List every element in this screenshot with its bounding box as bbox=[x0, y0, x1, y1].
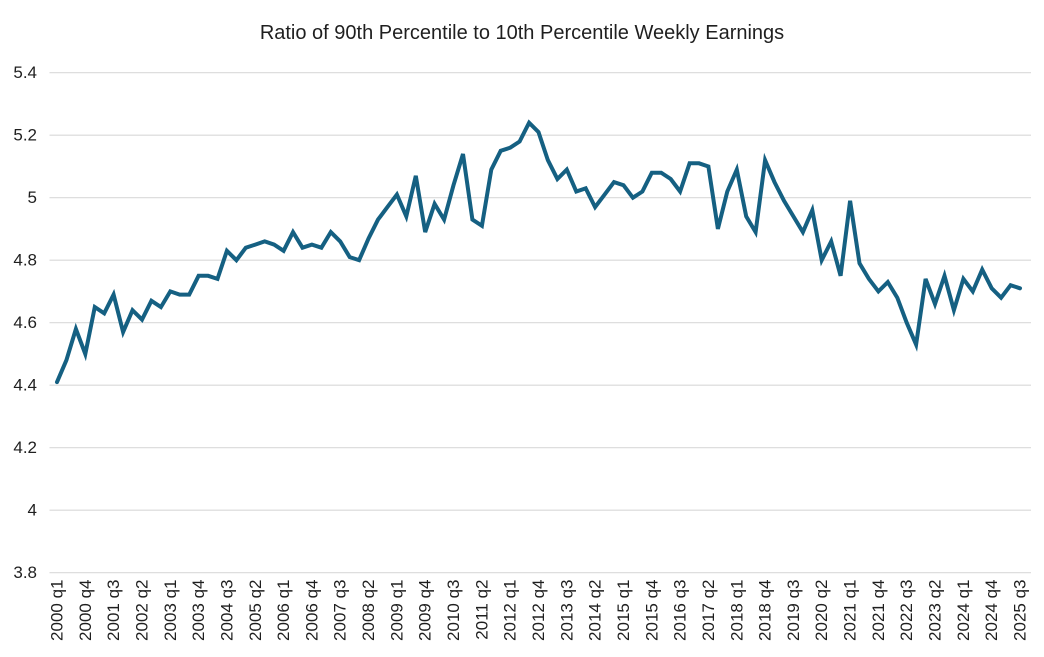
x-tick-label: 2018 q1 bbox=[727, 580, 746, 641]
y-tick-label: 4.8 bbox=[13, 251, 37, 270]
y-tick-label: 4 bbox=[28, 501, 37, 520]
x-tick-label: 2022 q3 bbox=[897, 580, 916, 641]
x-tick-label: 2024 q1 bbox=[954, 580, 973, 641]
x-tick-label: 2021 q1 bbox=[841, 580, 860, 641]
x-tick-label: 2018 q4 bbox=[756, 580, 775, 641]
y-tick-label: 4.6 bbox=[13, 313, 37, 332]
x-tick-label: 2015 q1 bbox=[614, 580, 633, 641]
y-tick-label: 5 bbox=[28, 188, 37, 207]
earnings-ratio-series-line bbox=[55, 119, 1022, 385]
x-tick-label: 2013 q3 bbox=[557, 580, 576, 641]
y-axis-tick-labels: 5.4 5.2 5 4.8 4.6 4.4 4.2 4 3.8 bbox=[13, 63, 37, 582]
x-tick-label: 2009 q4 bbox=[416, 580, 435, 641]
y-tick-label: 4.2 bbox=[13, 438, 37, 457]
x-tick-label: 2017 q2 bbox=[699, 580, 718, 641]
x-tick-label: 2015 q4 bbox=[642, 580, 661, 641]
y-tick-label: 3.8 bbox=[13, 563, 37, 582]
x-tick-label: 2016 q3 bbox=[671, 580, 690, 641]
x-axis-tick-labels: 2000 q1 2000 q4 2001 q3 2002 q2 2003 q1 2003 … bbox=[48, 579, 1030, 640]
x-tick-label: 2023 q2 bbox=[926, 580, 945, 641]
x-tick-label: 2011 q2 bbox=[472, 580, 491, 640]
x-tick-label: 2025 q3 bbox=[1011, 580, 1030, 641]
x-tick-label: 2012 q4 bbox=[529, 580, 548, 641]
x-tick-label: 2003 q1 bbox=[161, 580, 180, 641]
x-tick-label: 2004 q3 bbox=[217, 580, 236, 641]
x-tick-label: 2019 q3 bbox=[784, 580, 803, 641]
gridlines-group bbox=[49, 72, 1031, 574]
x-tick-label: 2014 q2 bbox=[586, 580, 605, 641]
x-tick-label: 2000 q4 bbox=[76, 580, 95, 641]
x-tick-label: 2001 q3 bbox=[104, 580, 123, 641]
y-tick-label: 4.4 bbox=[13, 376, 37, 395]
x-tick-label: 2000 q1 bbox=[48, 580, 67, 641]
x-tick-label: 2020 q2 bbox=[812, 580, 831, 641]
x-tick-label: 2007 q3 bbox=[331, 580, 350, 641]
chart-title: Ratio of 90th Percentile to 10th Percent… bbox=[259, 22, 785, 44]
x-tick-label: 2012 q1 bbox=[501, 580, 520, 641]
x-tick-label: 2006 q1 bbox=[274, 580, 293, 641]
y-tick-label: 5.4 bbox=[13, 63, 37, 82]
x-tick-label: 2021 q4 bbox=[869, 580, 888, 641]
x-tick-label: 2008 q2 bbox=[359, 580, 378, 641]
x-tick-label: 2010 q3 bbox=[444, 580, 463, 641]
y-tick-label: 5.2 bbox=[13, 126, 37, 145]
x-tick-label: 2003 q4 bbox=[189, 580, 208, 641]
x-tick-label: 2002 q2 bbox=[133, 580, 152, 641]
x-tick-label: 2005 q2 bbox=[246, 580, 265, 641]
x-tick-label: 2006 q4 bbox=[302, 580, 321, 641]
x-tick-label: 2009 q1 bbox=[387, 580, 406, 641]
x-tick-label: 2024 q4 bbox=[982, 579, 1001, 640]
